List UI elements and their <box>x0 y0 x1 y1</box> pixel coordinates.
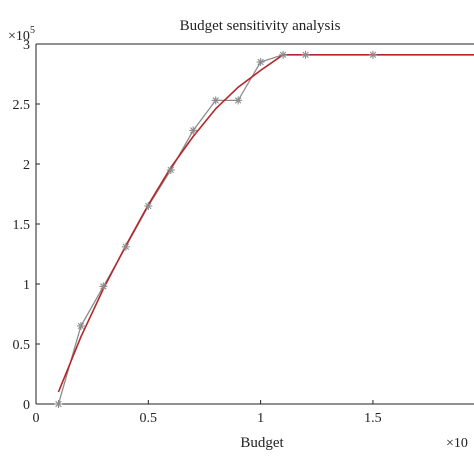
asterisk-marker <box>54 400 63 408</box>
y-tick-label: 2 <box>23 158 30 173</box>
asterisk-marker <box>256 58 265 66</box>
x-axis-label: Budget <box>240 435 284 451</box>
x-tick-label: 1.5 <box>364 411 382 426</box>
x-tick-label: 0.5 <box>140 411 158 426</box>
asterisk-marker <box>301 50 310 59</box>
series-layer <box>54 50 474 408</box>
asterisk-marker <box>76 322 85 330</box>
x-tick-label: 0 <box>33 411 40 426</box>
y-tick-label: 0.5 <box>13 338 31 353</box>
axes <box>35 43 474 405</box>
y-ticks: 0 0.5 1 1.5 2 2.5 3 <box>13 38 40 413</box>
x-multiplier: ×10 <box>446 436 468 451</box>
x-tick-label: 1 <box>257 411 264 426</box>
asterisk-marker <box>368 50 377 59</box>
asterisk-marker <box>144 202 153 210</box>
chart-title: Budget sensitivity analysis <box>180 18 341 34</box>
y-multiplier: ×10 5 <box>8 25 35 44</box>
y-tick-label: 3 <box>23 38 30 53</box>
y-tick-label: 1 <box>23 278 30 293</box>
asterisk-marker <box>279 50 288 59</box>
asterisk-marker <box>121 242 130 251</box>
y-tick-label: 1.5 <box>13 218 31 233</box>
asterisk-marker <box>189 126 198 135</box>
x-ticks: 0 0.5 1 1.5 <box>33 400 382 426</box>
asterisk-marker <box>211 96 220 105</box>
asterisk-marker <box>166 166 175 174</box>
fitted-series-line <box>57 53 474 393</box>
y-multiplier-base: ×10 <box>8 29 30 44</box>
observed-series-line <box>57 54 474 405</box>
asterisk-marker <box>234 96 243 105</box>
y-tick-label: 2.5 <box>13 98 31 113</box>
y-multiplier-exponent: 5 <box>30 25 35 36</box>
y-tick-label: 0 <box>23 398 30 413</box>
asterisk-marker <box>99 282 108 291</box>
